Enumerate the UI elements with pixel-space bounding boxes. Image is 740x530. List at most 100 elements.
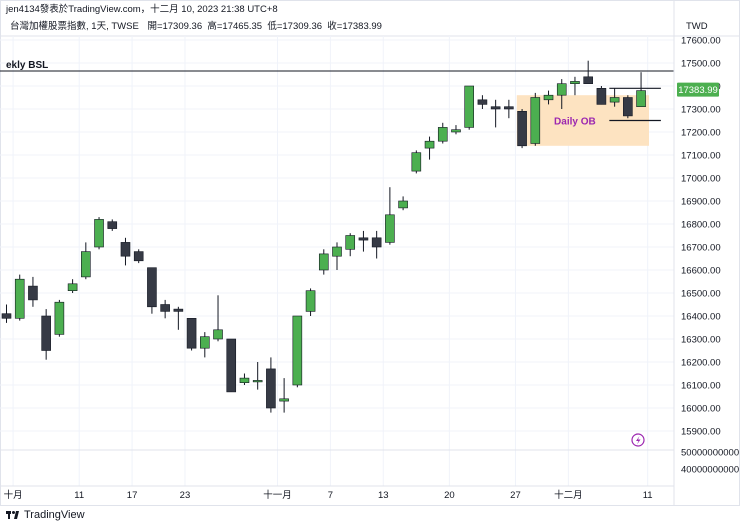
candle-body[interactable] <box>490 106 501 110</box>
candle[interactable] <box>94 217 104 250</box>
candle-body[interactable] <box>279 398 289 402</box>
candle[interactable] <box>636 72 646 107</box>
candle-body[interactable] <box>477 99 488 105</box>
candle[interactable] <box>14 274 25 321</box>
candle[interactable] <box>371 230 382 259</box>
candle-body[interactable] <box>120 242 131 257</box>
candle-body[interactable] <box>464 85 475 128</box>
axis-layer[interactable]: TWD17600.0017500.0017400.0017300.0017200… <box>0 0 739 506</box>
candle-body[interactable] <box>305 290 316 312</box>
candle[interactable] <box>226 338 237 393</box>
candle[interactable] <box>358 230 369 252</box>
candle-body[interactable] <box>1 313 12 319</box>
tradingview-brand[interactable]: TradingView <box>6 509 85 521</box>
candle-body[interactable] <box>292 315 303 386</box>
candle-body[interactable] <box>623 97 633 117</box>
candle[interactable] <box>596 86 607 105</box>
candle[interactable] <box>107 219 118 231</box>
candle[interactable] <box>332 242 342 270</box>
candle-body[interactable] <box>226 338 237 393</box>
candle[interactable] <box>41 309 51 360</box>
candle[interactable] <box>623 95 633 119</box>
candle[interactable] <box>147 267 157 314</box>
candle-body[interactable] <box>133 251 144 262</box>
candle[interactable] <box>385 187 395 245</box>
candle-body[interactable] <box>200 336 210 349</box>
candle[interactable] <box>133 249 144 264</box>
candle-body[interactable] <box>147 267 157 308</box>
candle-body[interactable] <box>266 368 276 409</box>
candle-body[interactable] <box>411 152 422 172</box>
candle-body[interactable] <box>596 88 607 105</box>
candle-body[interactable] <box>54 301 65 335</box>
candle-body[interactable] <box>94 219 104 248</box>
candle[interactable] <box>28 276 38 307</box>
candle-body[interactable] <box>636 90 646 107</box>
candle-body[interactable] <box>186 317 197 349</box>
candle-body[interactable] <box>437 127 448 142</box>
candle[interactable] <box>200 332 210 358</box>
candle-body[interactable] <box>173 308 184 312</box>
candle[interactable] <box>398 196 408 211</box>
candle-body[interactable] <box>504 106 514 110</box>
candle[interactable] <box>120 237 131 266</box>
candle[interactable] <box>477 95 488 109</box>
candle-body[interactable] <box>107 221 118 229</box>
candle-body[interactable] <box>28 285 38 301</box>
candle[interactable] <box>292 315 303 388</box>
candle-body[interactable] <box>530 97 541 144</box>
candle[interactable] <box>345 233 356 257</box>
candle[interactable] <box>424 136 435 160</box>
candle[interactable] <box>530 92 541 146</box>
candle[interactable] <box>239 373 250 386</box>
candle-body[interactable] <box>451 129 461 133</box>
candle-body[interactable] <box>160 304 170 312</box>
candle-layer[interactable] <box>1 60 646 413</box>
candle[interactable] <box>504 99 514 119</box>
candle-body[interactable] <box>543 94 554 101</box>
candle[interactable] <box>54 299 65 337</box>
candle[interactable] <box>543 90 554 105</box>
candle[interactable] <box>451 125 461 135</box>
candle-body[interactable] <box>332 246 342 257</box>
candle-body[interactable] <box>358 237 369 241</box>
candle[interactable] <box>160 299 170 319</box>
candle[interactable] <box>81 242 91 280</box>
candle[interactable] <box>583 60 593 85</box>
candle-body[interactable] <box>239 377 250 384</box>
candle[interactable] <box>318 249 329 275</box>
candle-body[interactable] <box>424 140 435 149</box>
candle-body[interactable] <box>570 81 580 85</box>
candle-body[interactable] <box>81 251 91 278</box>
candle[interactable] <box>517 109 527 149</box>
candle-body[interactable] <box>385 214 395 243</box>
candle-body[interactable] <box>14 278 25 319</box>
candle[interactable] <box>490 99 501 128</box>
candle[interactable] <box>556 79 567 109</box>
candle[interactable] <box>570 76 580 96</box>
candle[interactable] <box>1 304 12 323</box>
candle[interactable] <box>186 317 197 351</box>
candle[interactable] <box>213 295 223 342</box>
candle[interactable] <box>67 279 78 293</box>
candle-body[interactable] <box>318 253 329 271</box>
candle[interactable] <box>279 378 289 413</box>
candle-body[interactable] <box>371 237 382 248</box>
candle-body[interactable] <box>41 315 51 351</box>
candle-body[interactable] <box>556 83 567 96</box>
candle-body[interactable] <box>609 97 620 103</box>
candle-body[interactable] <box>213 329 223 340</box>
candle[interactable] <box>609 88 620 107</box>
candle[interactable] <box>464 85 475 130</box>
candle[interactable] <box>305 288 316 316</box>
candle-body[interactable] <box>517 111 527 147</box>
candle-body[interactable] <box>67 283 78 291</box>
candle-body[interactable] <box>583 76 593 85</box>
candle-body[interactable] <box>398 200 408 209</box>
candle[interactable] <box>411 150 422 174</box>
candle[interactable] <box>437 122 448 144</box>
candle[interactable] <box>252 362 263 390</box>
candle-body[interactable] <box>345 235 356 250</box>
candle-body[interactable] <box>252 380 263 383</box>
